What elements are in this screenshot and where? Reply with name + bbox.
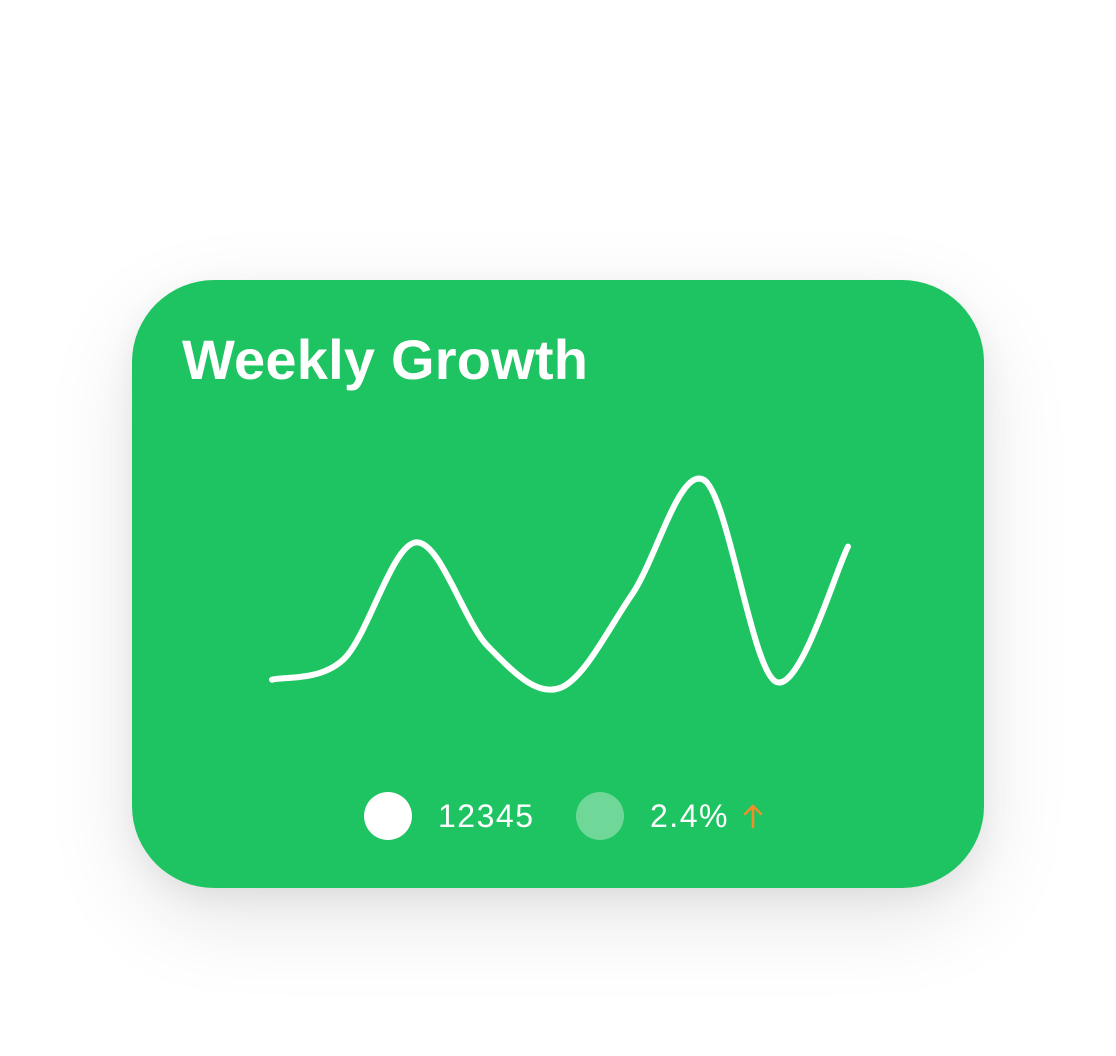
- chart-legend: 12345 2.4%: [132, 790, 984, 842]
- legend-item-total: 12345: [364, 790, 534, 842]
- legend-value-total: 12345: [438, 797, 535, 834]
- arrow-up-icon: [743, 804, 763, 829]
- card-title: Weekly Growth: [182, 328, 589, 391]
- legend-dot-white: [364, 792, 412, 840]
- legend-item-growth: 2.4%: [576, 790, 765, 842]
- weekly-growth-card[interactable]: Weekly Growth 12345 2.4%: [132, 280, 984, 888]
- legend-value-growth: 2.4%: [650, 797, 729, 834]
- growth-series-line: [269, 475, 851, 693]
- legend-dot-light-green: [576, 792, 624, 840]
